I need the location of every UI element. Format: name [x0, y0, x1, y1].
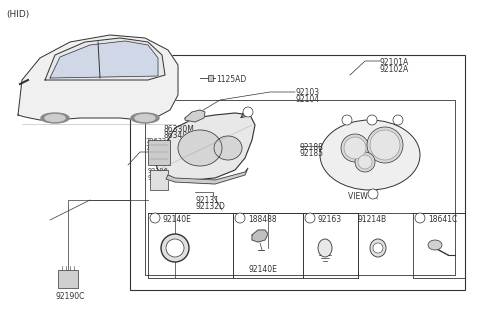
Polygon shape [50, 41, 158, 78]
Ellipse shape [214, 136, 242, 160]
Polygon shape [185, 110, 205, 122]
Circle shape [367, 115, 377, 125]
Bar [208, 75, 213, 81]
Circle shape [342, 115, 352, 125]
Circle shape [393, 115, 403, 125]
Text: b: b [396, 118, 400, 122]
Circle shape [344, 137, 366, 159]
Ellipse shape [166, 239, 184, 257]
Text: 92196: 92196 [148, 168, 169, 174]
Text: a: a [370, 118, 374, 122]
Text: 92163: 92163 [318, 215, 342, 224]
Bar [150, 170, 168, 190]
Polygon shape [166, 168, 248, 184]
Bar [145, 100, 455, 275]
Circle shape [235, 213, 245, 223]
Ellipse shape [135, 115, 155, 121]
Polygon shape [155, 113, 255, 180]
Text: 92140E: 92140E [248, 265, 277, 274]
Text: 92132D: 92132D [195, 202, 225, 211]
Ellipse shape [45, 115, 65, 121]
Text: a: a [153, 215, 157, 220]
Text: 92197A: 92197A [148, 175, 173, 181]
Text: a: a [418, 215, 422, 220]
Text: c: c [308, 215, 312, 220]
Circle shape [355, 152, 375, 172]
Polygon shape [18, 35, 178, 120]
Circle shape [305, 213, 315, 223]
Bar [58, 270, 78, 288]
Ellipse shape [318, 239, 332, 257]
Ellipse shape [178, 130, 222, 166]
Text: 86330M: 86330M [163, 125, 194, 134]
Text: A: A [371, 192, 375, 197]
Text: 92103: 92103 [295, 88, 319, 97]
Ellipse shape [428, 240, 442, 250]
Text: 92185: 92185 [300, 149, 324, 158]
Bar [148, 140, 170, 165]
Text: 92140E: 92140E [162, 215, 191, 224]
Bar [303, 213, 358, 278]
Ellipse shape [161, 234, 189, 262]
Text: 92101A: 92101A [380, 58, 409, 67]
Text: VIEW  A: VIEW A [348, 192, 378, 201]
Circle shape [373, 243, 383, 253]
Text: b: b [238, 215, 242, 220]
Text: 92104: 92104 [295, 95, 319, 104]
Text: c: c [345, 118, 349, 122]
Circle shape [367, 127, 403, 163]
Text: 1125AD: 1125AD [216, 75, 246, 84]
Text: 92190C: 92190C [55, 292, 84, 301]
Text: 70632Z: 70632Z [145, 145, 170, 151]
Text: A: A [246, 110, 250, 115]
Text: 18641C: 18641C [428, 215, 457, 224]
Circle shape [368, 189, 378, 199]
Text: 92102A: 92102A [380, 65, 409, 74]
Polygon shape [45, 38, 165, 80]
Text: 86340G: 86340G [163, 131, 193, 140]
Bar [130, 55, 465, 290]
Ellipse shape [131, 113, 159, 123]
Circle shape [370, 130, 400, 160]
Polygon shape [252, 230, 268, 242]
Text: (HID): (HID) [6, 10, 29, 19]
Circle shape [341, 134, 369, 162]
Bar [413, 213, 465, 278]
Circle shape [415, 213, 425, 223]
Circle shape [150, 213, 160, 223]
Ellipse shape [320, 120, 420, 190]
Circle shape [358, 155, 372, 169]
Text: 92188: 92188 [300, 143, 324, 152]
Circle shape [243, 107, 253, 117]
Text: 91214B: 91214B [358, 215, 387, 224]
Bar [233, 213, 303, 278]
Bar [148, 213, 233, 278]
Text: 188488: 188488 [248, 215, 276, 224]
Text: 92131: 92131 [195, 196, 219, 205]
Ellipse shape [370, 239, 386, 257]
Ellipse shape [41, 113, 69, 123]
Text: 70632A: 70632A [145, 138, 170, 144]
